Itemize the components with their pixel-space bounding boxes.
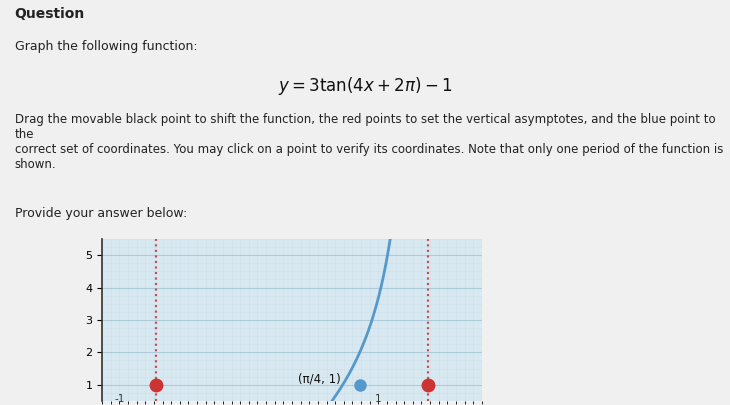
Text: -1: -1 bbox=[115, 394, 125, 404]
Text: $y = 3\tan(4x + 2\pi) - 1$: $y = 3\tan(4x + 2\pi) - 1$ bbox=[278, 75, 452, 97]
Text: Graph the following function:: Graph the following function: bbox=[15, 40, 197, 53]
Text: Question: Question bbox=[15, 7, 85, 21]
Text: (π/4, 1): (π/4, 1) bbox=[298, 372, 340, 385]
Text: Provide your answer below:: Provide your answer below: bbox=[15, 207, 187, 220]
Text: 1: 1 bbox=[375, 394, 382, 404]
Text: Drag the movable black point to shift the function, the red points to set the ve: Drag the movable black point to shift th… bbox=[15, 113, 723, 171]
